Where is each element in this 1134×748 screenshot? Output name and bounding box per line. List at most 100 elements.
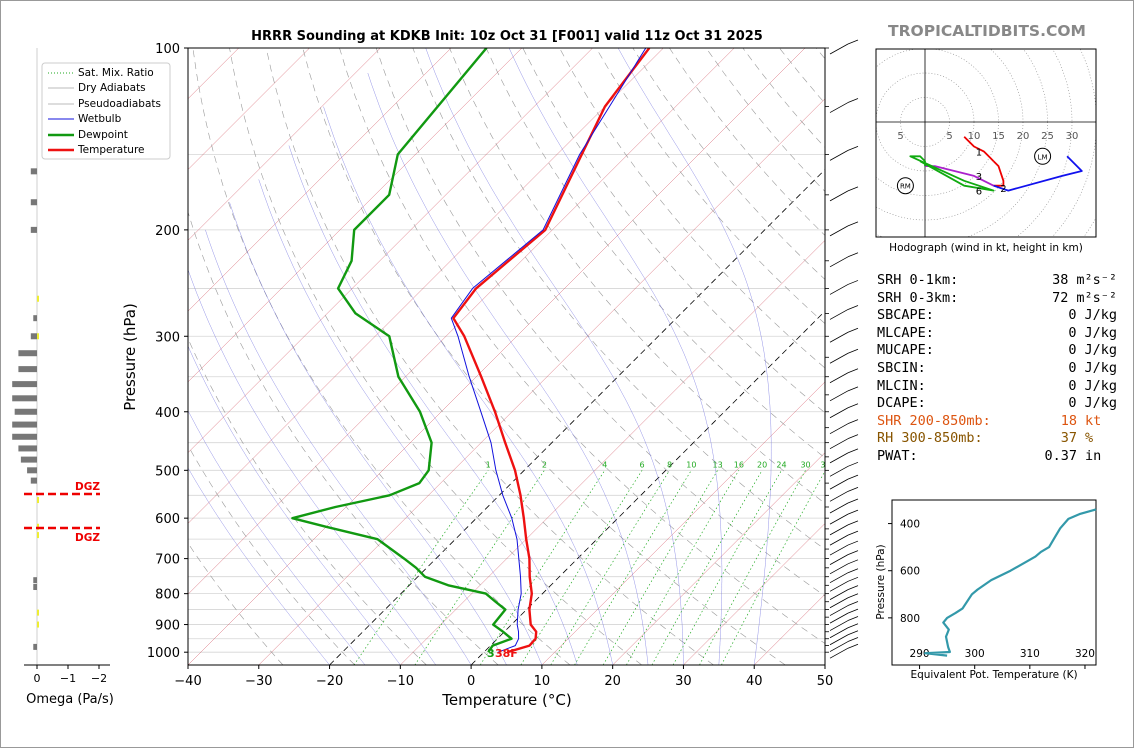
hodograph-height-label: 3 bbox=[976, 172, 982, 183]
dry-adiabat-line bbox=[375, 48, 825, 597]
wind-barb bbox=[829, 612, 849, 624]
wind-barb bbox=[847, 608, 859, 614]
y-tick-label: 500 bbox=[155, 464, 180, 479]
mixing-ratio-label: 1 bbox=[486, 460, 491, 469]
skewt-panel: 1 2 4 6 8 10 13 16 20 24 30 36 −40 −30 −20 −10 0 10 20 30 4… bbox=[121, 39, 859, 709]
x-tick-label: −10 bbox=[387, 674, 414, 689]
wind-barb bbox=[829, 452, 849, 464]
stat-unit: m²s⁻² bbox=[1076, 272, 1117, 288]
moist-adiabat-line bbox=[188, 345, 401, 665]
y-tick-label: 300 bbox=[155, 330, 180, 345]
mixing-ratio-line bbox=[353, 470, 489, 665]
wind-barb bbox=[847, 593, 859, 599]
isotherm-line bbox=[541, 381, 825, 665]
wind-barb bbox=[847, 616, 859, 621]
wind-barb bbox=[829, 390, 849, 402]
stat-row: SRH 0-3km: 72 m²s⁻² bbox=[877, 290, 1117, 308]
mixing-ratio-label: 30 bbox=[800, 460, 810, 469]
omega-tick-label: 0 bbox=[34, 672, 41, 685]
x-tick-label: 50 bbox=[817, 674, 834, 689]
wind-barb bbox=[829, 309, 849, 320]
omega-panel: 0 −1 −2 DGZ DGZ Omega (Pa/s) bbox=[12, 48, 114, 707]
x-tick-label: 30 bbox=[675, 674, 692, 689]
y-tick-label: 1000 bbox=[147, 646, 180, 661]
stat-unit: m²s⁻² bbox=[1076, 289, 1117, 306]
moist-adiabat-line bbox=[188, 269, 436, 665]
stat-row: SHR 200-850mb: 18 kt bbox=[877, 413, 1117, 431]
wind-barb bbox=[829, 597, 849, 609]
dry-adiabat-line bbox=[188, 210, 499, 665]
stat-value: 0 bbox=[1068, 324, 1077, 341]
moist-adiabat-line bbox=[617, 48, 772, 665]
mixing-ratio-label: 16 bbox=[734, 460, 744, 469]
isotherm-line bbox=[188, 48, 381, 241]
theta-e-x-label: 310 bbox=[1020, 648, 1040, 660]
omega-bar-positive bbox=[37, 295, 39, 302]
stat-key: RH 300-850mb: bbox=[877, 430, 983, 447]
stat-key: SBCIN: bbox=[877, 359, 926, 376]
isotherm-line bbox=[188, 48, 735, 595]
theta-e-panel: 290 300 310 320 400 600 800 Equivalent Pot. Te… bbox=[875, 499, 1097, 681]
mixing-ratio-label: 6 bbox=[640, 460, 645, 469]
stat-unit: J/kg bbox=[1084, 307, 1117, 324]
mixing-ratio-line bbox=[479, 470, 606, 665]
omega-bar bbox=[18, 366, 37, 373]
mixing-ratio-label: 36 bbox=[820, 460, 830, 469]
theta-e-y-label: 600 bbox=[900, 566, 920, 578]
wind-barb bbox=[829, 634, 849, 646]
isotherm-line bbox=[400, 240, 825, 665]
wind-barb bbox=[847, 576, 859, 582]
stat-unit: J/kg bbox=[1084, 377, 1117, 394]
wind-barb bbox=[829, 478, 849, 490]
wind-barb bbox=[829, 465, 849, 477]
wind-barb bbox=[847, 530, 859, 536]
stat-unit: J/kg bbox=[1084, 395, 1117, 412]
stat-value: 72 bbox=[1052, 289, 1069, 306]
mixing-ratio-label: 4 bbox=[602, 460, 607, 469]
stat-row: RH 300-850mb: 37% bbox=[877, 430, 1117, 448]
hodograph-ring-label: 20 bbox=[1017, 131, 1030, 142]
moist-adiabat-line bbox=[188, 410, 366, 665]
hodograph-trace bbox=[993, 155, 1083, 192]
temperature-profile-line bbox=[452, 48, 651, 654]
x-tick-label: −20 bbox=[316, 674, 343, 689]
mixing-ratio-line bbox=[550, 470, 670, 665]
theta-e-x-label: 320 bbox=[1075, 648, 1095, 660]
dry-adiabat-line bbox=[412, 48, 825, 550]
dry-adiabat-line bbox=[339, 48, 825, 644]
mixing-ratio-line bbox=[672, 470, 782, 665]
theta-e-x-label: 290 bbox=[910, 648, 930, 660]
omega-bar bbox=[33, 577, 37, 584]
x-tick-label: 20 bbox=[604, 674, 621, 689]
omega-bar bbox=[27, 467, 37, 474]
hodograph-ring-label: 15 bbox=[992, 131, 1005, 142]
hodograph-ring-label: 30 bbox=[1066, 131, 1079, 142]
wind-barb bbox=[847, 498, 859, 504]
legend-wetbulb: Wetbulb bbox=[78, 113, 122, 125]
omega-bar-positive bbox=[37, 609, 39, 616]
mixing-ratio-line bbox=[602, 470, 718, 665]
chart-title: HRRR Sounding at KDKB Init: 10z Oct 31 [… bbox=[251, 29, 763, 44]
wind-barb bbox=[829, 589, 849, 600]
dry-adiabat-line bbox=[188, 337, 427, 665]
skewt-axes-frame bbox=[187, 47, 826, 666]
y-tick-label: 200 bbox=[155, 224, 180, 239]
wind-barb bbox=[847, 386, 859, 392]
omega-bar bbox=[30, 199, 37, 206]
sounding-stats: SRH 0-1km: 38 m²s⁻² SRH 0-3km: 72 m²s⁻² SBCA… bbox=[877, 272, 1117, 466]
dry-adiabat-line bbox=[522, 48, 825, 414]
stat-key: MLCIN: bbox=[877, 377, 926, 394]
stat-value: 0 bbox=[1068, 395, 1077, 412]
dry-adiabat-line bbox=[229, 48, 642, 665]
wind-barb bbox=[829, 190, 849, 202]
mixing-ratio-line bbox=[721, 470, 825, 665]
mixing-ratio-label: 8 bbox=[667, 460, 672, 469]
x-tick-label: −40 bbox=[174, 674, 201, 689]
isotherm-line bbox=[188, 48, 806, 665]
wind-barb bbox=[847, 434, 859, 440]
moist-adiabat-line bbox=[258, 179, 543, 665]
wind-barb bbox=[847, 448, 859, 454]
mixing-ratio-line bbox=[414, 470, 545, 665]
dewpoint-profile-line bbox=[291, 48, 513, 653]
omega-bar bbox=[12, 421, 37, 428]
